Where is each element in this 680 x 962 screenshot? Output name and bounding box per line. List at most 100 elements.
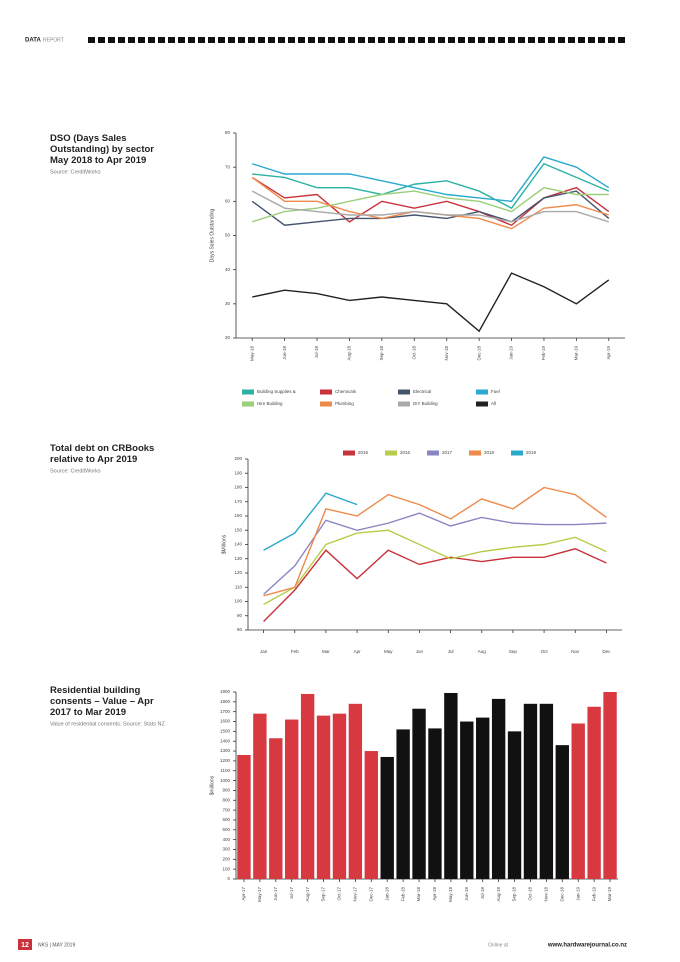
- bar: [316, 715, 331, 879]
- legend-label: DIY Building: [413, 401, 438, 406]
- legend-swatch: [242, 389, 254, 395]
- y-tick-label: 110: [235, 584, 243, 589]
- y-tick-label: 900: [222, 788, 230, 793]
- legend-label: 2018: [484, 450, 495, 455]
- y-tick-label: 200: [222, 857, 230, 862]
- y-tick-label: 500: [222, 827, 230, 832]
- bar: [332, 713, 347, 879]
- x-tick-label: Jan-19: [509, 346, 514, 360]
- x-tick-label: Sep-17: [321, 887, 326, 902]
- bar: [460, 721, 474, 879]
- bar: [587, 706, 601, 879]
- legend-swatch: [476, 389, 488, 395]
- y-axis-label: $millions: [209, 775, 215, 795]
- header-section: DATA: [25, 38, 41, 44]
- legend-swatch: [385, 450, 397, 456]
- legend-swatch: [511, 450, 523, 456]
- x-tick-label: Mar-19: [607, 887, 612, 902]
- x-tick-label: Oct-17: [337, 887, 342, 901]
- legend-swatch: [343, 450, 355, 456]
- chart-subtitle: Source: CreditWorks: [50, 468, 101, 474]
- legend-label: 2019: [526, 450, 537, 455]
- legend-label: Fuel: [491, 389, 500, 394]
- x-tick-label: May-17: [257, 887, 262, 903]
- x-tick-label: Jul: [448, 649, 454, 654]
- y-tick-label: 170: [234, 499, 242, 504]
- legend-swatch: [398, 401, 410, 407]
- x-tick-label: Oct-18: [528, 887, 533, 901]
- x-tick-label: Sep: [509, 649, 518, 654]
- chart-subtitle: Value of residential consents. Source: S…: [50, 721, 165, 727]
- x-tick-label: Nov-18: [444, 346, 449, 361]
- chart-title: Residential building consents – Value – A…: [50, 685, 154, 718]
- x-tick-label: May-18: [249, 346, 254, 362]
- legend-label: Plumbing: [335, 401, 354, 406]
- x-tick-label: Jan: [260, 649, 268, 654]
- x-tick-label: Apr: [354, 649, 362, 654]
- series-line: [251, 156, 610, 203]
- x-tick-label: Dec-18: [559, 887, 564, 902]
- bar: [253, 713, 267, 879]
- x-tick-label: Jun: [416, 649, 424, 654]
- bar: [507, 731, 522, 879]
- x-tick-label: Sep-18: [379, 346, 384, 361]
- x-tick-label: Jun-18: [464, 887, 469, 901]
- x-tick-label: Aug-18: [496, 887, 501, 902]
- bar: [539, 703, 554, 879]
- y-tick-label: 100: [222, 866, 230, 871]
- y-tick-label: 800: [222, 797, 230, 802]
- bar: [412, 708, 426, 879]
- legend-label: Hire Building: [257, 401, 283, 406]
- legend-swatch: [476, 401, 488, 407]
- chart-title: DSO (Days Sales Outstanding) by sector May…: [50, 133, 154, 166]
- legend-label: Electrical: [413, 389, 431, 394]
- bar: [555, 745, 569, 879]
- series-line: [252, 162, 610, 210]
- x-tick-label: Nov-17: [353, 887, 358, 902]
- x-tick-label: Jan-18: [384, 887, 389, 901]
- page-number: 12: [21, 942, 29, 949]
- x-tick-label: Aug-17: [305, 887, 310, 902]
- y-tick-label: 600: [222, 817, 230, 822]
- x-tick-label: Apr-19: [606, 346, 611, 360]
- series-line: [251, 190, 610, 226]
- legend-swatch: [320, 389, 332, 395]
- y-tick-label: 0: [227, 876, 230, 881]
- legend-swatch: [427, 450, 439, 456]
- bar: [491, 698, 506, 879]
- y-tick-label: 180: [234, 485, 242, 490]
- legend-swatch: [242, 401, 254, 407]
- bar: [269, 738, 283, 879]
- x-tick-label: Jul-17: [289, 887, 294, 900]
- bar: [380, 756, 394, 879]
- y-tick-label: 90: [237, 613, 243, 618]
- y-tick-label: 20: [225, 335, 231, 340]
- x-tick-label: Jun-17: [273, 887, 278, 901]
- bar: [603, 692, 617, 879]
- x-tick-label: Mar: [322, 649, 330, 654]
- y-tick-label: 140: [234, 542, 242, 547]
- x-tick-label: Dec: [602, 649, 611, 654]
- y-tick-label: 80: [225, 130, 231, 135]
- x-tick-label: Oct: [541, 649, 549, 654]
- y-tick-label: 70: [225, 164, 231, 169]
- x-tick-label: Nov: [571, 649, 580, 654]
- series-line: [252, 272, 610, 333]
- footer-prefix: Online at: [488, 942, 509, 948]
- y-tick-label: 1300: [220, 748, 231, 753]
- y-tick-label: 30: [225, 301, 231, 306]
- y-tick-label: 50: [225, 233, 231, 238]
- x-tick-label: Feb-19: [591, 887, 596, 902]
- x-tick-label: Feb-19: [541, 346, 546, 361]
- y-tick-label: 200: [234, 456, 242, 461]
- bar: [476, 717, 490, 879]
- bar: [444, 692, 458, 879]
- legend-swatch: [398, 389, 410, 395]
- series-line: [263, 512, 607, 595]
- legend-label: Building Supplies &: [257, 389, 296, 394]
- bar: [523, 703, 538, 879]
- x-tick-label: Feb-18: [400, 887, 405, 902]
- series-line: [251, 186, 609, 223]
